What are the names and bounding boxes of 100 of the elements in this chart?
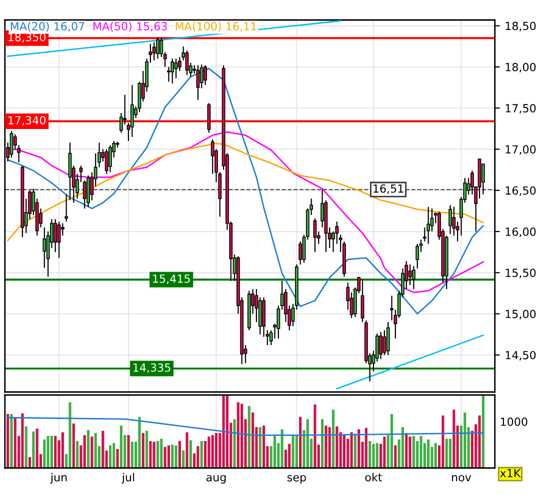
candlestick bbox=[379, 331, 382, 360]
y-tick-label: 15,50 bbox=[506, 268, 536, 278]
line-series bbox=[7, 68, 484, 315]
bar bbox=[90, 436, 94, 468]
bar bbox=[390, 414, 394, 468]
bar bbox=[83, 435, 86, 468]
x-tick-label: okt bbox=[365, 472, 382, 482]
bar bbox=[61, 432, 64, 468]
bar bbox=[372, 444, 375, 468]
candlestick bbox=[10, 130, 14, 158]
line-series bbox=[7, 131, 484, 294]
bar bbox=[262, 426, 266, 468]
bar bbox=[211, 435, 214, 468]
bar bbox=[156, 440, 160, 468]
bar bbox=[46, 436, 50, 468]
bar bbox=[54, 436, 57, 468]
bar bbox=[10, 414, 13, 468]
bar bbox=[288, 444, 291, 468]
bar bbox=[233, 419, 236, 468]
bar bbox=[442, 415, 444, 468]
bar bbox=[6, 414, 10, 468]
bar bbox=[445, 438, 448, 468]
candlestick bbox=[130, 84, 134, 138]
bar bbox=[189, 440, 192, 468]
bar bbox=[448, 438, 452, 468]
text: x1K bbox=[500, 469, 521, 478]
candlestick bbox=[426, 206, 430, 244]
bar bbox=[248, 406, 250, 468]
y-tick-label: 16,50 bbox=[506, 186, 536, 196]
y-tick-label: 18,50 bbox=[506, 22, 536, 32]
bar bbox=[36, 428, 38, 468]
bar bbox=[171, 444, 174, 468]
bar bbox=[358, 429, 360, 468]
bar bbox=[116, 449, 119, 468]
candlestick bbox=[416, 243, 420, 270]
bar bbox=[43, 440, 46, 468]
candlestick bbox=[298, 240, 302, 265]
bar bbox=[50, 436, 53, 468]
y-tick-label: 15,00 bbox=[506, 310, 536, 320]
candlestick bbox=[152, 42, 156, 61]
bar bbox=[434, 443, 437, 468]
candlestick bbox=[108, 144, 112, 173]
text: MA(20) 16,07 bbox=[10, 22, 84, 32]
bar bbox=[328, 427, 331, 468]
bar bbox=[236, 402, 240, 468]
bar bbox=[342, 435, 346, 468]
bar bbox=[14, 418, 16, 468]
y-tick-label: 16,00 bbox=[506, 227, 536, 238]
bar bbox=[94, 432, 97, 468]
bar bbox=[174, 445, 178, 468]
candlestick bbox=[174, 58, 178, 79]
candlestick bbox=[448, 204, 452, 235]
bar bbox=[226, 395, 228, 468]
x-tick-label: nov bbox=[452, 475, 472, 482]
bar bbox=[280, 429, 284, 468]
bar bbox=[138, 416, 141, 468]
bar bbox=[299, 416, 302, 468]
bar bbox=[258, 427, 262, 468]
bar bbox=[120, 426, 122, 468]
y-tick-label: 17,00 bbox=[506, 145, 536, 155]
bar bbox=[182, 450, 185, 468]
bar bbox=[240, 404, 244, 468]
bar bbox=[32, 432, 35, 468]
bar bbox=[160, 438, 163, 468]
candlestick bbox=[386, 321, 390, 356]
x-tick-label: sep bbox=[287, 475, 306, 484]
bar bbox=[196, 446, 200, 468]
bar bbox=[200, 440, 203, 468]
bar bbox=[408, 436, 412, 468]
bar bbox=[364, 428, 368, 468]
bar bbox=[167, 445, 170, 468]
bar bbox=[86, 430, 90, 468]
bar bbox=[332, 410, 335, 468]
bar bbox=[412, 436, 415, 468]
x-tick-label: aug bbox=[206, 475, 226, 484]
bar bbox=[142, 432, 144, 468]
bar bbox=[145, 430, 148, 468]
bar bbox=[24, 426, 28, 468]
bar bbox=[208, 436, 210, 468]
bar bbox=[252, 412, 254, 468]
bar bbox=[427, 440, 430, 468]
bar bbox=[394, 445, 397, 468]
bar bbox=[292, 435, 294, 468]
bar bbox=[354, 434, 356, 468]
text: MA(50) 15,63 bbox=[93, 22, 167, 32]
x-tick-label: jul bbox=[122, 472, 134, 484]
line-series bbox=[7, 142, 484, 242]
bar bbox=[350, 432, 353, 468]
bar bbox=[76, 440, 79, 468]
bar bbox=[324, 426, 328, 468]
bar bbox=[214, 432, 218, 468]
bar bbox=[178, 440, 181, 468]
bar bbox=[149, 440, 152, 468]
bar bbox=[222, 395, 225, 468]
bar bbox=[72, 423, 75, 468]
y-tick-label: 17,50 bbox=[506, 104, 536, 114]
bar bbox=[130, 442, 134, 468]
bar bbox=[127, 435, 130, 468]
text: 1000 bbox=[500, 418, 528, 426]
bar bbox=[383, 436, 386, 468]
